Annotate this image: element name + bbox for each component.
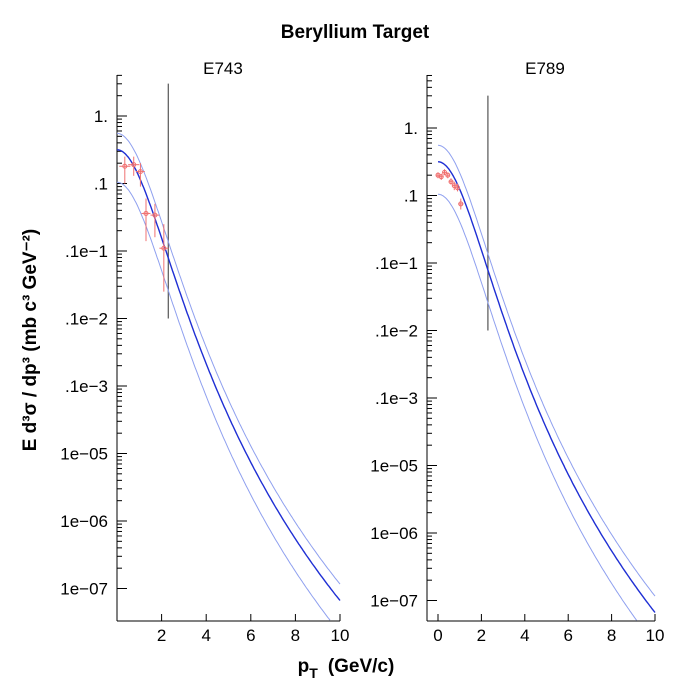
x-tick-label: 6 xyxy=(246,626,255,645)
data-point xyxy=(131,162,137,168)
y-tick-label: 1e−05 xyxy=(370,457,418,476)
x-tick-label: 6 xyxy=(563,626,572,645)
x-axis-label-main: p xyxy=(298,656,310,677)
x-tick-label: 0 xyxy=(433,626,442,645)
y-tick-label: .1 xyxy=(404,187,418,206)
data-point xyxy=(458,201,464,207)
y-tick-label: .1e−1 xyxy=(65,242,108,261)
data-point xyxy=(137,169,143,175)
y-tick-label: .1e−3 xyxy=(65,377,108,396)
x-tick-label: 10 xyxy=(646,626,665,645)
plot-area-e789: 0 2 4 6 8 10 1. .1 .1e−1 .1e−2 .1e−3 1e−05 1e−06 1e−0… xyxy=(370,74,665,645)
x-axis-label-sub: T xyxy=(309,665,318,681)
x-tick-label: 4 xyxy=(520,626,529,645)
model-upper-curve xyxy=(116,132,341,585)
data-point xyxy=(438,174,444,180)
x-tick-label: 8 xyxy=(607,626,616,645)
figure-title: Beryllium Target xyxy=(281,22,430,43)
y-tick-label: 1e−05 xyxy=(60,445,108,464)
data-point xyxy=(445,172,451,178)
model-lower-curve xyxy=(117,181,331,621)
panel-title-e743: E743 xyxy=(203,59,243,78)
x-axis-label: pT (GeV/c) xyxy=(298,656,395,681)
data-point xyxy=(448,179,454,185)
data-point xyxy=(152,212,158,218)
y-tick-label: .1e−2 xyxy=(65,310,108,329)
model-upper-curve xyxy=(437,144,656,597)
y-tick-label: 1e−06 xyxy=(60,512,108,531)
model-central-curve xyxy=(117,149,341,601)
data-point xyxy=(451,183,457,189)
y-tick-label: 1e−06 xyxy=(370,524,418,543)
x-axis-label-units: (GeV/c) xyxy=(328,656,395,677)
panel-e789: E789 0 2 4 6 8 10 1. .1 .1e−1 .1e−2 .1e−3 1e−05 1e−0… xyxy=(370,59,664,645)
x-tick-label: 8 xyxy=(291,626,300,645)
y-tick-label: .1e−1 xyxy=(375,254,418,273)
y-axis-label: E d³σ / dp³ (mb c³ GeV⁻²) xyxy=(20,229,41,452)
model-lower-curve xyxy=(438,193,638,621)
panel-e743: E743 2 4 6 8 10 1. .1 .1e−1 .1e−2 .1e−3 1e−05 1e−06… xyxy=(60,59,349,645)
y-tick-label: 1. xyxy=(94,107,108,126)
y-tick-label: .1e−3 xyxy=(375,389,418,408)
plot-area-e743: 2 4 6 8 10 1. .1 .1e−1 .1e−2 .1e−3 1e−05 1e−06 1e−07 xyxy=(60,74,350,645)
y-tick-label: .1 xyxy=(94,175,108,194)
x-tick-label: 2 xyxy=(477,626,486,645)
x-tick-label: 4 xyxy=(201,626,210,645)
panel-title-e789: E789 xyxy=(525,59,565,78)
data-point xyxy=(442,169,448,175)
model-central-curve xyxy=(438,161,656,613)
data-point xyxy=(455,185,461,191)
data-point xyxy=(122,163,128,169)
data-point xyxy=(161,245,167,251)
y-tick-label: 1. xyxy=(404,119,418,138)
data-point xyxy=(143,210,149,216)
x-tick-label: 10 xyxy=(331,626,350,645)
x-tick-label: 2 xyxy=(157,626,166,645)
y-tick-label: 1e−07 xyxy=(370,592,418,611)
y-tick-label: 1e−07 xyxy=(60,580,108,599)
y-tick-label: .1e−2 xyxy=(375,322,418,341)
